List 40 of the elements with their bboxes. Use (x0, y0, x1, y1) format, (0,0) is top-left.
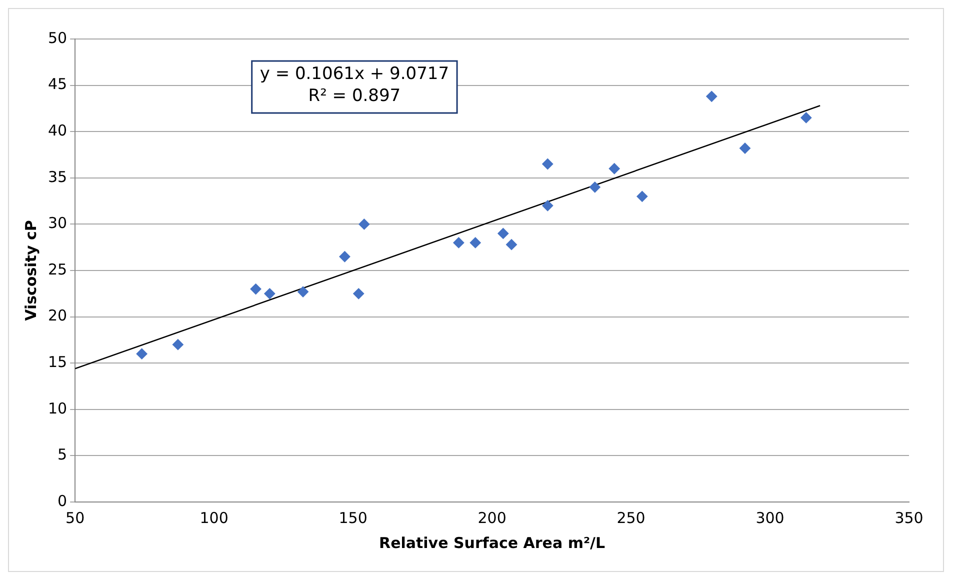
point (739, 142, 750, 154)
y-tick-label: 50 (48, 28, 68, 47)
y-tick-label: 15 (48, 352, 68, 371)
point (172, 339, 184, 350)
x-tick-label: 350 (894, 508, 924, 527)
y-tick-label: 35 (48, 168, 68, 186)
point (706, 90, 718, 102)
y-tick-label: 5 (58, 446, 68, 464)
y-tick-label: 45 (48, 75, 68, 94)
x-tick-label: 300 (756, 508, 784, 527)
point (542, 158, 554, 170)
y-tick-label: 40 (48, 121, 68, 140)
y-tick-label: 20 (48, 306, 68, 325)
y-tick-label: 25 (48, 260, 68, 278)
annotation: y = 0.1061x + 9.0717 R² = 0.897 (260, 64, 450, 106)
y-tick-label: 30 (48, 214, 68, 232)
point (298, 286, 309, 298)
point (608, 163, 620, 174)
point (358, 218, 370, 230)
point (506, 239, 517, 250)
x-tick-label: 200 (478, 508, 506, 527)
point (636, 190, 648, 202)
x-tick-label: 150 (338, 508, 368, 527)
point (470, 237, 481, 248)
point (264, 288, 276, 300)
point (542, 200, 554, 212)
y-axis-title: Viscosity cP (22, 220, 40, 321)
point (453, 237, 464, 248)
point (589, 182, 600, 193)
y-tick-label: 0 (58, 492, 68, 510)
x-tick-label: 250 (616, 508, 646, 527)
y-tick-label: 10 (48, 399, 68, 418)
point (250, 284, 262, 295)
point (498, 228, 509, 239)
point (136, 348, 148, 360)
x-tick-label: 100 (200, 508, 228, 527)
point (800, 112, 812, 124)
x-axis-title: Relative Surface Area m²/L (379, 534, 606, 552)
point (339, 251, 350, 262)
point (353, 288, 364, 300)
